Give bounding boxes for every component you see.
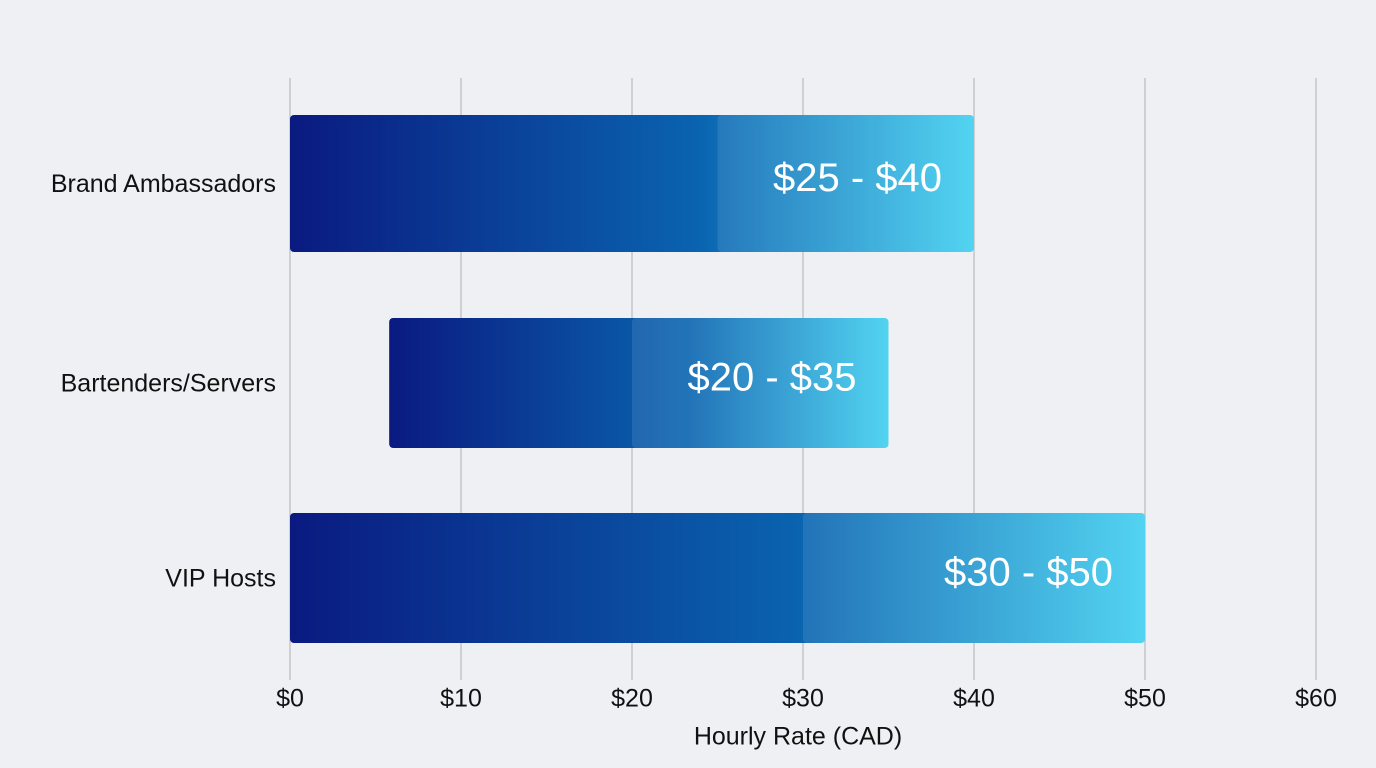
range-highlight xyxy=(632,318,889,448)
x-axis-label: Hourly Rate (CAD) xyxy=(694,723,902,751)
value-label: $25 - $40 xyxy=(773,156,942,200)
value-label: $30 - $50 xyxy=(944,551,1113,595)
x-tick-label: $40 xyxy=(953,685,995,713)
category-label: Bartenders/Servers xyxy=(61,370,276,398)
category-label: VIP Hosts xyxy=(165,565,276,593)
x-tick-label: $60 xyxy=(1295,685,1337,713)
range-highlight xyxy=(717,115,974,252)
range-highlight xyxy=(803,513,1145,643)
bar xyxy=(290,115,974,252)
x-tick-label: $30 xyxy=(782,685,824,713)
category-label: Brand Ambassadors xyxy=(51,170,276,198)
bar xyxy=(389,318,889,448)
x-tick-label: $0 xyxy=(276,685,304,713)
x-tick-label: $50 xyxy=(1124,685,1166,713)
value-label: $20 - $35 xyxy=(687,356,856,400)
bar xyxy=(290,513,1145,643)
x-tick-label: $10 xyxy=(440,685,482,713)
x-tick-label: $20 xyxy=(611,685,653,713)
